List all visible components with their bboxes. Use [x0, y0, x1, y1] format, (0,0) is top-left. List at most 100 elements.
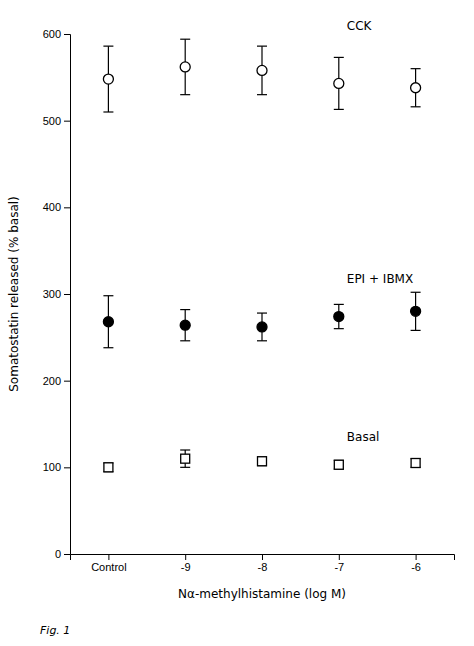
point	[257, 322, 267, 332]
x-axis-title: Nα-methylhistamine (log M)	[178, 587, 346, 601]
x-tick: -7	[334, 554, 344, 573]
y-tick-mark	[64, 121, 70, 122]
y-tick-mark	[64, 34, 70, 35]
error-bar-cap	[103, 295, 113, 296]
error-bar	[257, 46, 267, 95]
error-bar-cap	[257, 94, 267, 95]
x-tick-mark	[339, 554, 340, 560]
marks	[103, 39, 420, 472]
error-bar	[334, 460, 344, 469]
x-tick-label: -9	[181, 561, 191, 573]
series	[103, 450, 420, 472]
error-bar	[411, 292, 421, 330]
y-axis: 0 100 200 300 400 500 600	[43, 28, 71, 560]
error-bar-cap	[411, 292, 421, 293]
error-bar	[180, 310, 190, 341]
y-tick-label: 200	[43, 375, 61, 387]
x-tick-mark	[416, 554, 417, 560]
series	[103, 292, 420, 347]
error-bar-cap	[257, 312, 267, 313]
series-label: EPI + IBMX	[347, 272, 413, 286]
y-tick-label: 0	[55, 548, 61, 560]
x-tick-mark	[185, 554, 186, 560]
series-label: Basal	[347, 430, 380, 444]
error-bar	[334, 57, 344, 109]
error-bar-cap	[180, 340, 190, 341]
x-tick-label: -7	[334, 561, 344, 573]
y-tick: 100	[43, 461, 70, 473]
point	[181, 454, 190, 463]
chart: 0 100 200 300 400 500 600 Control -9 -8 -7 -6 CCK EPI…	[0, 0, 474, 646]
point	[334, 312, 344, 322]
y-tick: 300	[43, 288, 70, 300]
error-bar-cap	[411, 330, 421, 331]
point	[334, 78, 344, 88]
y-tick: 0	[55, 548, 70, 560]
point	[258, 457, 267, 466]
y-tick-mark	[64, 467, 70, 468]
caption: Fig. 1	[40, 624, 70, 637]
y-tick: 600	[43, 28, 70, 40]
error-bar-cap	[334, 328, 344, 329]
x-tick-label: Control	[91, 561, 126, 573]
error-bar-cap	[103, 111, 113, 112]
error-bar	[411, 459, 421, 468]
y-tick-mark	[64, 294, 70, 295]
series-labels: CCK EPI + IBMX Basal	[347, 19, 413, 444]
y-tick-label: 600	[43, 28, 61, 40]
x-tick: -8	[258, 554, 268, 573]
series	[103, 39, 420, 112]
y-axis-line	[64, 35, 71, 555]
y-tick: 500	[43, 115, 70, 127]
error-bar-cap	[103, 347, 113, 348]
error-bar-cap	[180, 467, 190, 468]
error-bar	[257, 457, 267, 466]
point	[180, 320, 190, 330]
point	[104, 463, 113, 472]
y-tick-label: 300	[43, 288, 61, 300]
error-bar-cap	[411, 68, 421, 69]
error-bar-cap	[103, 46, 113, 47]
y-tick-mark	[64, 554, 70, 555]
error-bar-cap	[257, 340, 267, 341]
plot: 0 100 200 300 400 500 600 Control -9 -8 -7 -6 CCK EPI…	[7, 19, 455, 601]
point	[411, 306, 421, 316]
error-bar	[180, 450, 190, 467]
error-bar	[411, 69, 421, 107]
error-bar	[180, 39, 190, 94]
x-tick: Control	[91, 554, 126, 573]
y-axis-title: Somatostatin released (% basal)	[7, 196, 21, 392]
series-label: CCK	[347, 19, 373, 33]
y-tick-mark	[64, 207, 70, 208]
y-tick-mark	[64, 381, 70, 382]
y-tick-label: 400	[43, 201, 61, 213]
error-bar-cap	[334, 109, 344, 110]
error-bar	[103, 463, 113, 472]
error-bar-cap	[180, 39, 190, 40]
x-tick-mark	[262, 554, 263, 560]
y-tick-label: 100	[43, 461, 61, 473]
y-tick-label: 500	[43, 115, 61, 127]
point	[103, 317, 113, 327]
error-bar-cap	[180, 449, 190, 450]
point	[257, 65, 267, 75]
error-bar	[103, 46, 113, 112]
point	[334, 460, 343, 469]
x-tick-mark	[108, 554, 109, 560]
point	[103, 74, 113, 84]
x-tick: -6	[411, 554, 421, 573]
error-bar	[103, 296, 113, 348]
error-bar-cap	[334, 57, 344, 58]
y-tick: 400	[43, 201, 70, 213]
error-bar	[334, 304, 344, 328]
error-bar-cap	[411, 106, 421, 107]
point	[411, 459, 420, 468]
x-tick-label: -6	[411, 561, 421, 573]
x-axis-line	[71, 555, 455, 561]
error-bar	[257, 313, 267, 341]
error-bar-cap	[180, 309, 190, 310]
x-axis: Control -9 -8 -7 -6	[71, 554, 455, 573]
x-tick: -9	[181, 554, 191, 573]
y-tick: 200	[43, 375, 70, 387]
x-tick-label: -8	[258, 561, 268, 573]
